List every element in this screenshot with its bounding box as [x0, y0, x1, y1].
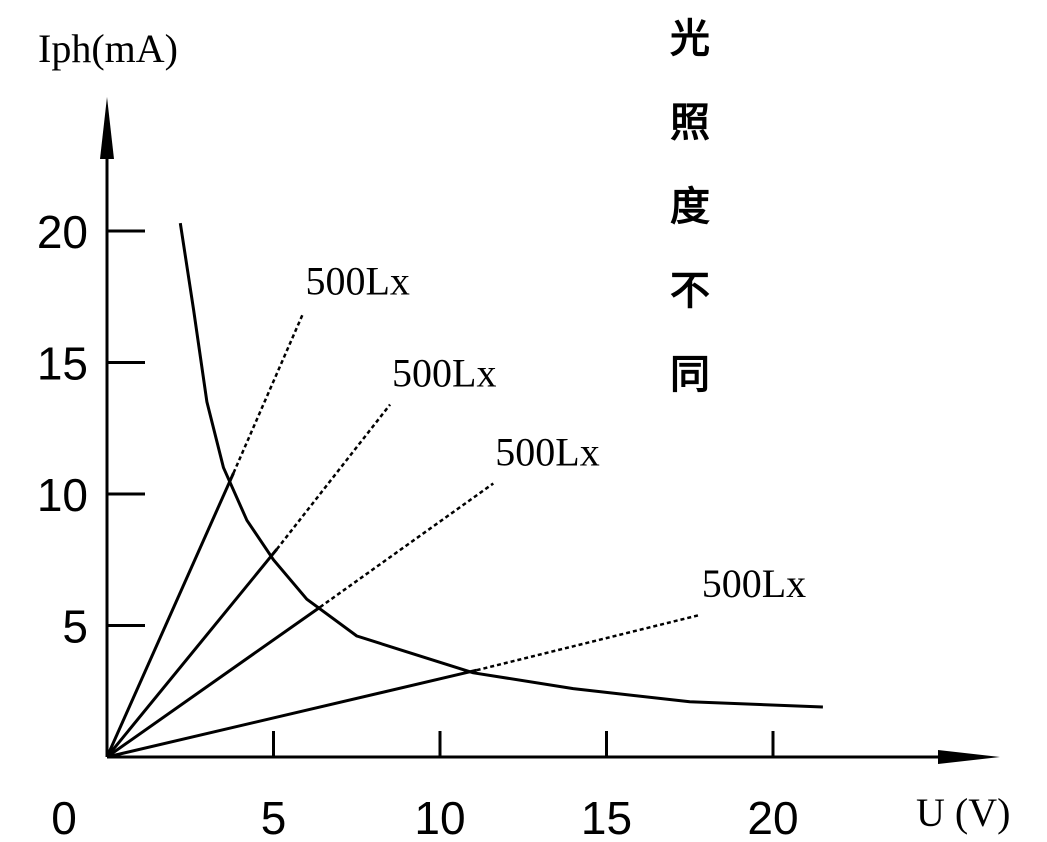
annotation-char: 光: [670, 16, 710, 62]
power-curve: [178, 222, 823, 709]
series-line-dashed: [275, 403, 392, 551]
y-axis-title: Iph(mA): [38, 26, 178, 71]
x-tick-label: 10: [414, 792, 465, 842]
annotation-char: 度: [670, 184, 710, 230]
series-label: 500Lx: [702, 561, 806, 606]
x-tick-label: 5: [261, 792, 287, 842]
series-label: 500Lx: [392, 351, 496, 396]
y-tick-label: 10: [37, 469, 88, 521]
annotation-char: 照: [670, 100, 710, 146]
series-line-solid: [106, 668, 477, 759]
series-line-solid: [106, 605, 321, 759]
annotation-char: 不: [670, 268, 710, 314]
series-line-dashed: [476, 613, 701, 672]
series-label: 500Lx: [305, 259, 409, 304]
series-line-solid: [105, 548, 278, 758]
y-axis-arrow: [100, 97, 114, 159]
x-axis-arrow: [938, 750, 1000, 764]
x-tick-label: 15: [581, 792, 632, 842]
series-1: 500Lx: [105, 259, 410, 758]
series-line-dashed: [319, 482, 495, 609]
ticks: 5 10 15 20 5 10 15 20: [37, 206, 799, 842]
x-axis-title: U (V): [916, 790, 1010, 835]
series-layer: 500Lx 500Lx 500Lx 500Lx: [105, 259, 806, 759]
series-line-dashed: [232, 312, 305, 474]
y-tick-label: 5: [62, 601, 88, 653]
series-3: 500Lx: [106, 429, 600, 759]
origin-label: 0: [51, 792, 77, 842]
series-line-solid: [105, 472, 235, 758]
series-2: 500Lx: [105, 351, 496, 758]
y-tick-label: 20: [37, 206, 88, 258]
series-4: 500Lx: [106, 561, 806, 759]
x-tick-label: 20: [747, 792, 798, 842]
curve-layer: [178, 222, 823, 709]
annotation-char: 同: [670, 352, 710, 398]
axes: [100, 97, 1000, 764]
series-label: 500Lx: [495, 429, 599, 474]
y-tick-label: 15: [37, 338, 88, 390]
